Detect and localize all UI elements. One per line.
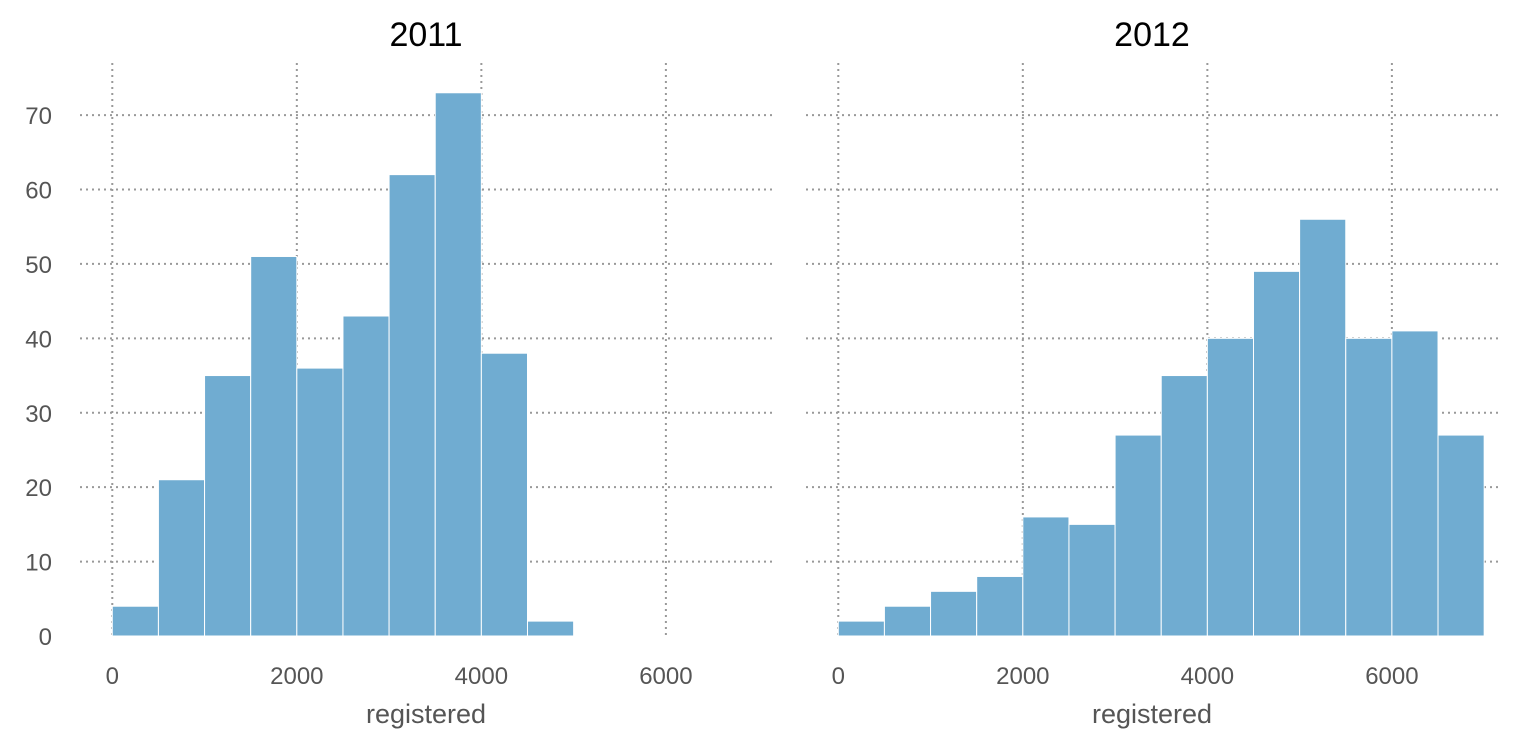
y-tick-label: 40 (25, 326, 52, 353)
histogram-bar (930, 590, 978, 637)
x-axis-label: registered (366, 699, 486, 729)
histogram-bar (526, 620, 575, 637)
histogram-bar (1114, 434, 1162, 637)
x-tick-label: 4000 (455, 663, 508, 690)
histogram-bar (837, 620, 885, 637)
histogram-bar (1068, 523, 1116, 637)
y-tick-label: 50 (25, 252, 52, 279)
histogram-bar (1437, 434, 1485, 637)
y-tick-label: 70 (25, 103, 52, 130)
y-tick-label: 30 (25, 401, 52, 428)
histogram-bar (1252, 270, 1301, 637)
panel-2012: 0 2000 4000 6000 2012 registered (806, 16, 1498, 729)
histogram-bar (250, 255, 298, 637)
panel-2011: 0 2000 4000 6000 0 10 20 30 40 50 60 70 2011 register… (25, 16, 772, 729)
histogram-bar (1206, 337, 1254, 637)
histogram-bar (1022, 516, 1070, 637)
histogram-bar (883, 605, 932, 637)
histogram-bar (1299, 218, 1347, 637)
chart-title: 2011 (389, 16, 462, 54)
y-tick-label: 10 (25, 550, 52, 577)
x-tick-label: 6000 (639, 663, 692, 690)
histogram-bar (342, 315, 390, 637)
histogram-bar (976, 575, 1024, 637)
histogram-bar (204, 375, 252, 637)
histogram-bar (434, 92, 482, 637)
histogram-bar (1345, 337, 1393, 637)
x-tick-label: 4000 (1181, 663, 1234, 690)
y-tick-label: 0 (39, 624, 52, 651)
histogram-bar (480, 352, 528, 637)
x-tick-label: 2000 (270, 663, 323, 690)
histogram-bar (1391, 330, 1439, 637)
chart-title: 2012 (1114, 16, 1190, 54)
x-tick-label: 2000 (996, 663, 1049, 690)
histogram-bar (157, 479, 206, 637)
x-axis-label: registered (1092, 699, 1212, 729)
histogram-bar (111, 605, 159, 637)
x-tick-label: 0 (832, 663, 845, 690)
y-tick-label: 20 (25, 475, 52, 502)
y-tick-label: 60 (25, 178, 52, 205)
histogram-bar (1160, 375, 1208, 637)
x-tick-label: 6000 (1365, 663, 1418, 690)
histogram-bar (388, 174, 436, 637)
x-tick-label: 0 (106, 663, 119, 690)
histogram-bar (296, 367, 344, 637)
